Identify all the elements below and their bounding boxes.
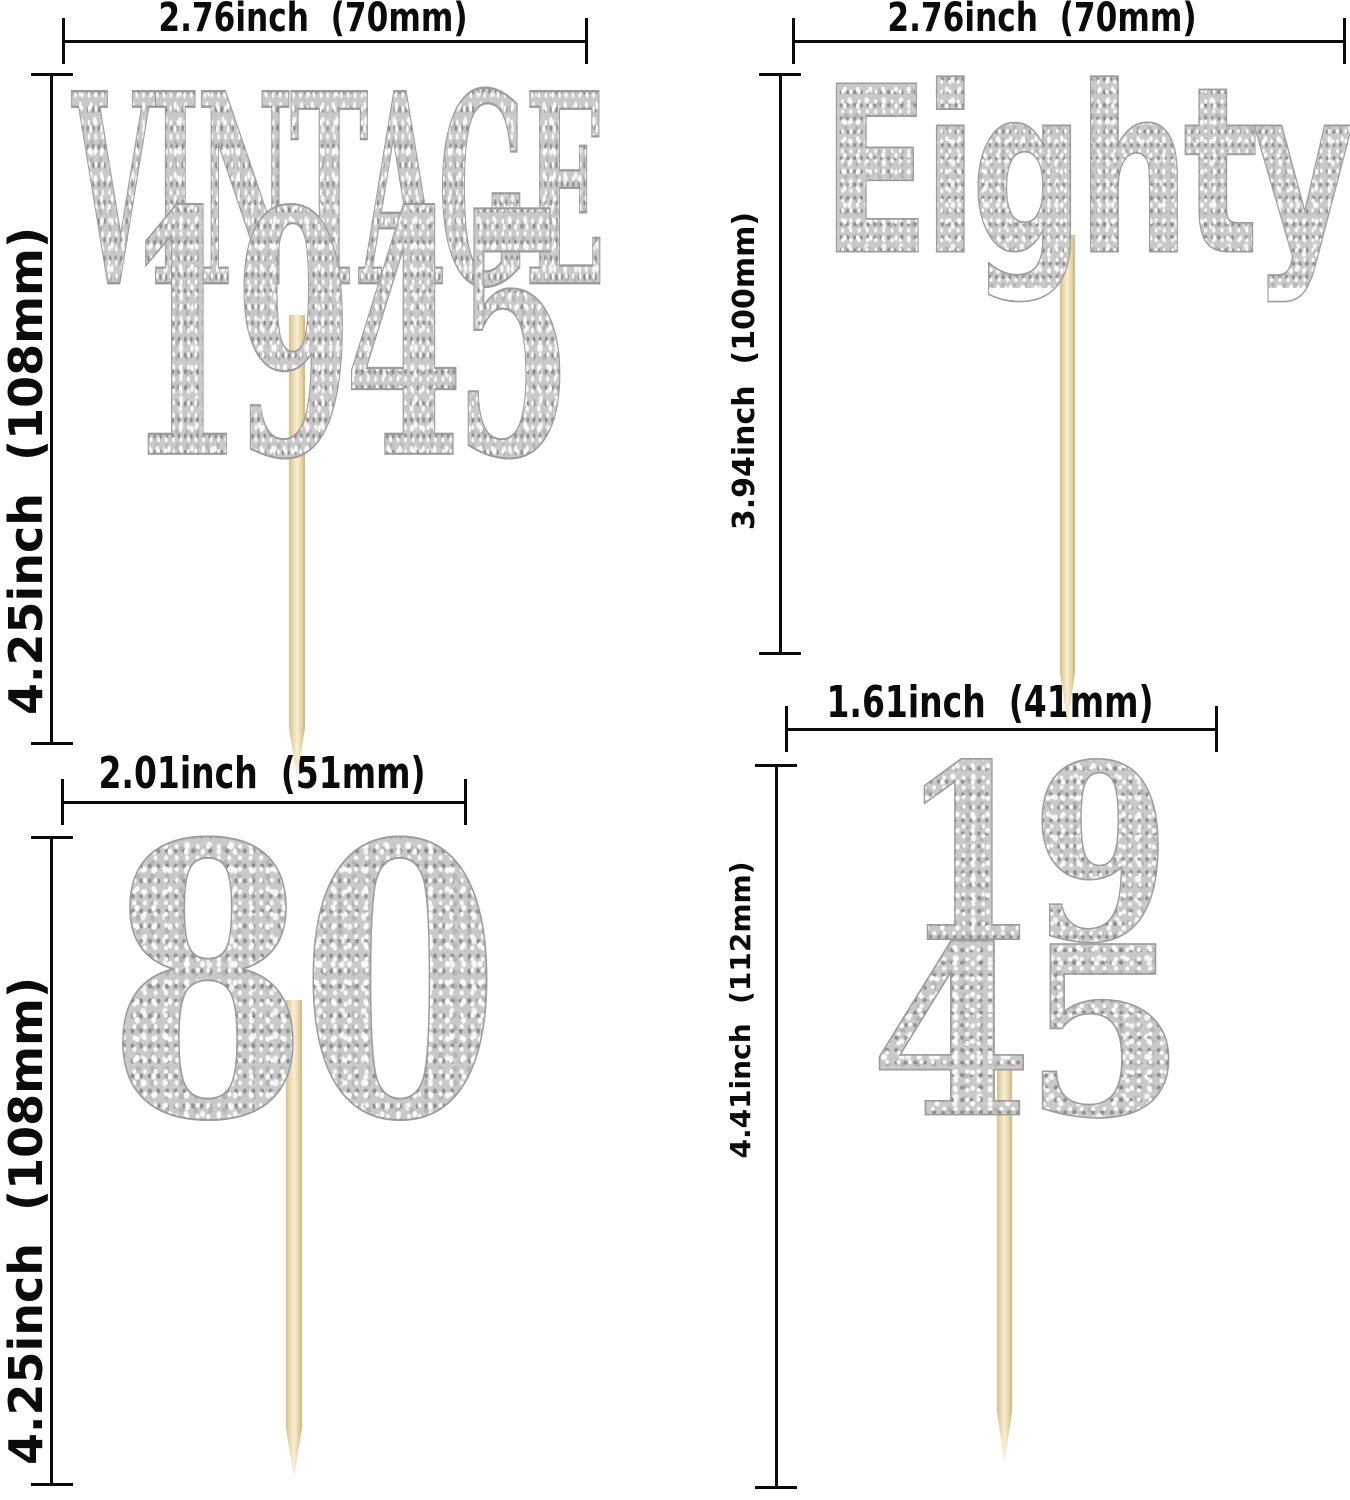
height-dimension-label: 4.25inch (108mm) [0, 977, 53, 1465]
width-dimension-line [63, 40, 587, 43]
dimension-tick-top [31, 836, 73, 839]
dimension-tick-top [755, 764, 797, 767]
glitter-word-1945: 1945 [124, 137, 573, 534]
glitter-number-80: 80 [107, 762, 501, 1204]
wooden-pick [997, 1055, 1012, 1462]
dimension-tick-bottom [31, 742, 73, 745]
height-dimension-line [50, 837, 53, 1485]
dimension-tick-top [759, 73, 801, 76]
dimension-tick-left [61, 779, 64, 825]
dimension-tick-bottom [755, 1486, 797, 1489]
glitter-word-eighty: Eighty [821, 37, 1350, 307]
dimension-tick-right [585, 18, 588, 64]
dimension-tick-bottom [759, 652, 801, 655]
dimension-tick-right [1215, 706, 1218, 752]
dimension-tick-top [31, 73, 73, 76]
height-dimension-label: 3.94inch (100mm) [727, 211, 762, 531]
dimension-tick-left [785, 706, 788, 752]
dimension-tick-bottom [31, 1483, 73, 1486]
dimension-tick-right [1343, 18, 1346, 64]
height-dimension-line [50, 74, 53, 745]
width-dimension-label: 2.76inch (70mm) [158, 0, 468, 41]
width-dimension-line [786, 728, 1217, 731]
width-dimension-label: 2.76inch (70mm) [887, 0, 1197, 41]
wooden-pick [1060, 235, 1075, 723]
width-dimension-label: 2.01inch (51mm) [98, 748, 426, 799]
height-dimension-line [775, 765, 778, 1488]
height-dimension-line [779, 74, 782, 654]
height-dimension-label: 4.41inch (112mm) [724, 861, 757, 1159]
width-dimension-line [793, 40, 1345, 43]
glitter-number-45: 45 [869, 896, 1187, 1171]
width-dimension-label: 1.61inch (41mm) [826, 677, 1154, 728]
dimension-tick-left [62, 18, 65, 64]
height-dimension-label: 4.25inch (108mm) [0, 227, 53, 715]
dimension-tick-left [792, 18, 795, 64]
